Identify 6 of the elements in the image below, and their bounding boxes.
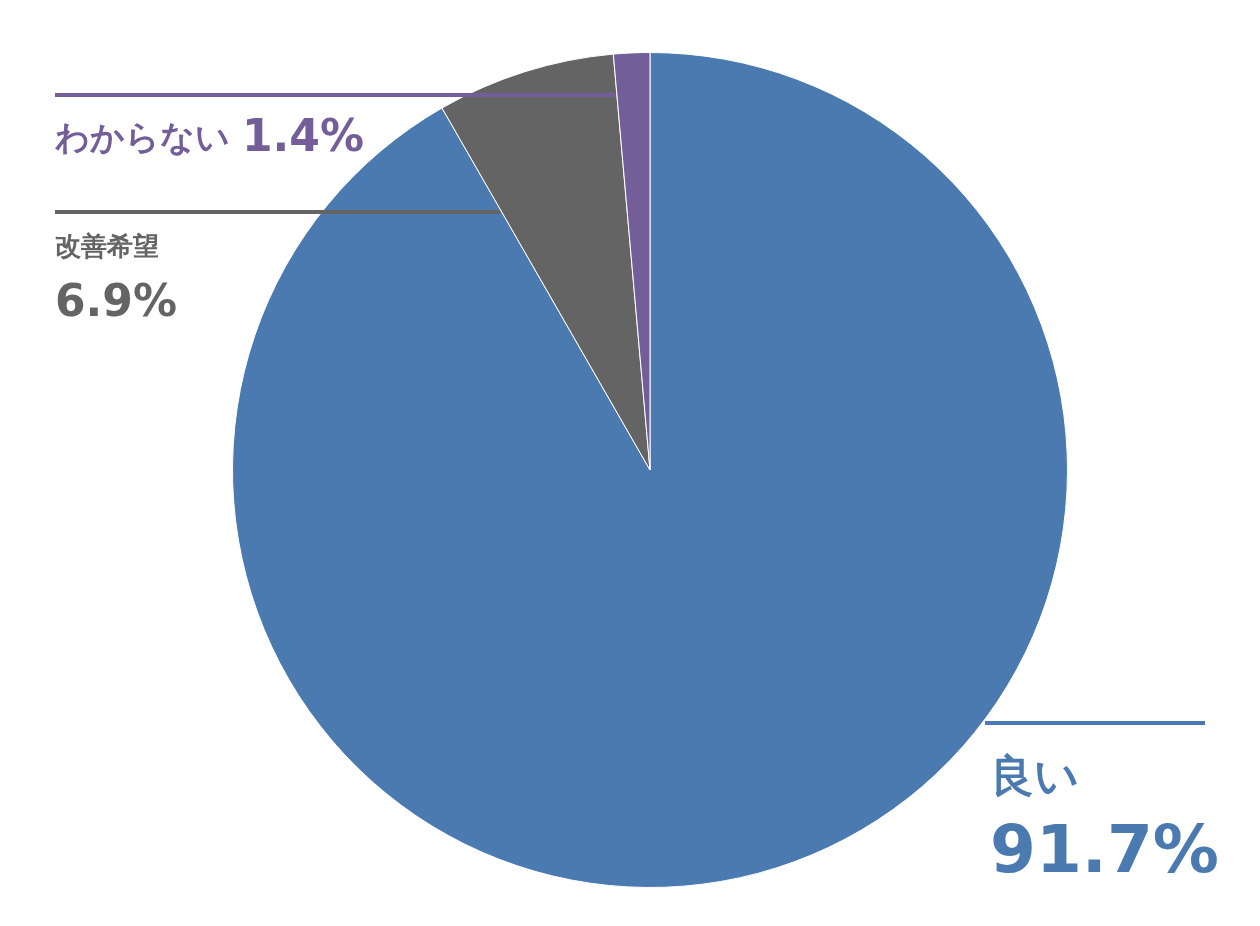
legend-label: 良い	[990, 750, 1079, 802]
slice-label: 改善希望	[55, 230, 159, 261]
data-label: 6.9%	[55, 275, 178, 327]
slice-label: わからない	[55, 116, 230, 157]
data-label: 91.7%	[990, 811, 1219, 889]
data-label: 1.4%	[242, 110, 365, 162]
